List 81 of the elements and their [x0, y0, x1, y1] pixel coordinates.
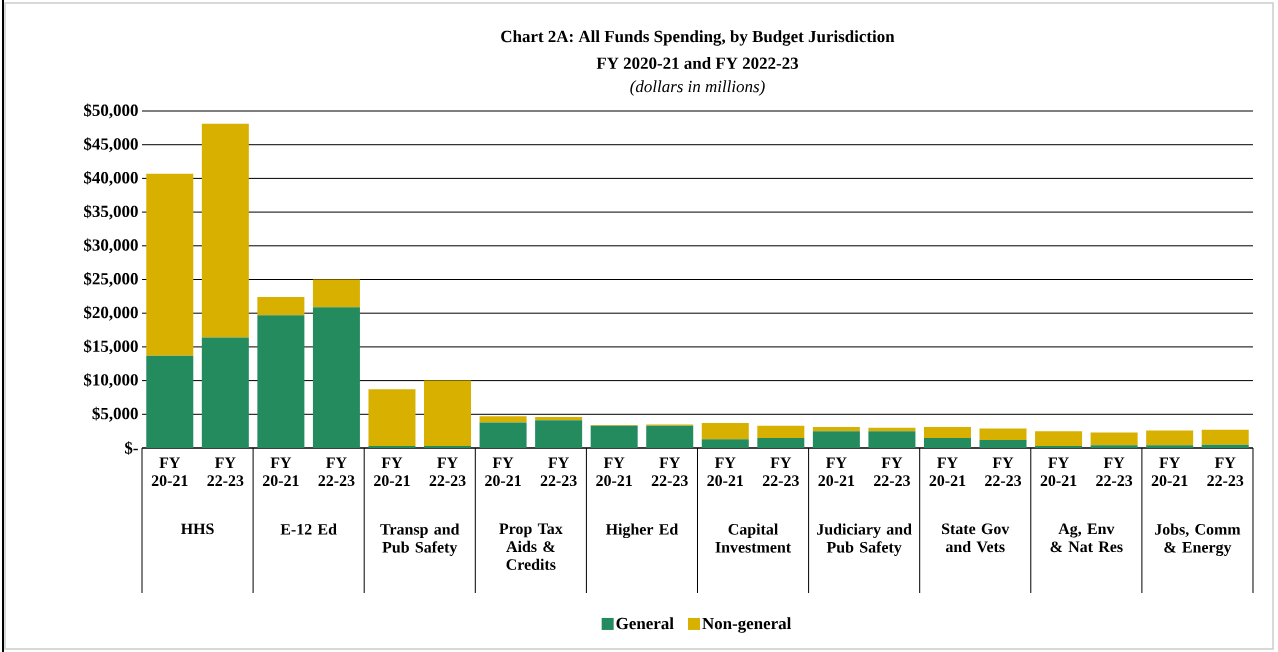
bar	[257, 297, 305, 316]
bar	[368, 389, 416, 446]
bar	[1090, 445, 1138, 448]
y-tick-label: $20,000	[84, 305, 138, 321]
x-tick-label: FY 22-23	[318, 457, 355, 487]
y-tick-label: $10,000	[84, 373, 138, 389]
x-tick-label: FY 22-23	[651, 457, 688, 487]
bar	[535, 420, 583, 448]
x-tick-label: FY 22-23	[429, 457, 466, 487]
x-tick-label: FY 20-21	[818, 457, 855, 487]
bar	[812, 431, 860, 448]
bar	[646, 425, 694, 448]
bar	[868, 431, 916, 448]
x-tick-label: FY 20-21	[596, 457, 632, 487]
y-tick-label: $5,000	[92, 406, 138, 422]
legend-label: General	[616, 617, 674, 630]
legend-label: Non-general	[702, 617, 792, 633]
bar	[979, 428, 1027, 440]
bar	[146, 355, 194, 448]
x-tick-label: FY 20-21	[707, 457, 744, 487]
bar	[757, 437, 805, 448]
chart-title: Chart 2A: All Funds Spending, by Budget Jurisdiction	[501, 30, 895, 46]
text: Judiciary and Pub Safety	[817, 523, 912, 556]
bar	[1201, 429, 1249, 445]
text: Jobs, Comm & Energy	[1154, 523, 1241, 557]
bar	[1090, 432, 1138, 446]
text: Transp and Pub Safety	[380, 523, 460, 556]
bar	[923, 427, 971, 438]
text: HHS	[180, 523, 214, 535]
bar	[312, 279, 360, 308]
x-tick-label: FY 22-23	[1207, 457, 1244, 487]
x-tick-label: FY 20-21	[262, 457, 299, 487]
y-tick-label: $30,000	[84, 238, 138, 254]
text: Capital Investment	[715, 523, 792, 553]
text: E-12 Ed	[280, 523, 337, 535]
x-tick-label: FY 22-23	[985, 457, 1022, 487]
text: Prop Tax Aids & Credits	[499, 523, 563, 570]
bar	[257, 315, 305, 448]
bar	[479, 422, 527, 448]
bar	[923, 437, 971, 448]
bar	[757, 425, 805, 438]
bar	[368, 445, 416, 448]
bar	[424, 380, 472, 446]
y-tick-label: $-	[124, 441, 138, 455]
chart-subtitle: FY 2020-21 and FY 2022-23	[596, 57, 799, 69]
bar	[812, 427, 860, 432]
bar	[146, 173, 194, 356]
y-tick-label: $35,000	[84, 204, 138, 220]
bar	[479, 416, 527, 423]
x-tick-label: FY 20-21	[929, 457, 966, 487]
x-tick-label: FY 20-21	[151, 457, 188, 487]
x-tick-label: FY 22-23	[874, 457, 910, 487]
bar	[1146, 445, 1194, 448]
x-tick-label: FY 20-21	[485, 457, 521, 487]
bar	[312, 307, 360, 448]
x-tick-label: FY 22-23	[1096, 457, 1133, 487]
x-tick-label: FY 22-23	[762, 457, 799, 487]
x-tick-label: FY 20-21	[1040, 457, 1077, 487]
bar	[590, 425, 638, 448]
y-tick-label: $25,000	[84, 272, 138, 287]
y-tick-label: $40,000	[84, 170, 138, 186]
bar	[201, 123, 249, 338]
y-tick-label: $15,000	[84, 339, 138, 355]
y-tick-label: $50,000	[84, 103, 138, 119]
text: Ag, Env & Nat Res	[1050, 523, 1123, 553]
bar	[424, 445, 472, 448]
bar	[701, 423, 749, 440]
bar	[1035, 431, 1083, 446]
text: State Gov and Vets	[942, 523, 1010, 553]
x-tick-label: FY 20-21	[374, 457, 410, 487]
text: (dollars in millions)	[630, 80, 765, 96]
bar	[1146, 430, 1194, 446]
text: Higher Ed	[605, 523, 679, 539]
x-tick-label: FY 22-23	[207, 457, 244, 487]
y-tick-label: $45,000	[84, 137, 138, 153]
bar	[201, 337, 249, 448]
bar	[701, 439, 749, 448]
bar	[1035, 445, 1083, 448]
x-tick-label: FY 20-21	[1151, 457, 1188, 487]
bar	[979, 439, 1027, 448]
x-tick-label: FY 22-23	[540, 457, 577, 487]
